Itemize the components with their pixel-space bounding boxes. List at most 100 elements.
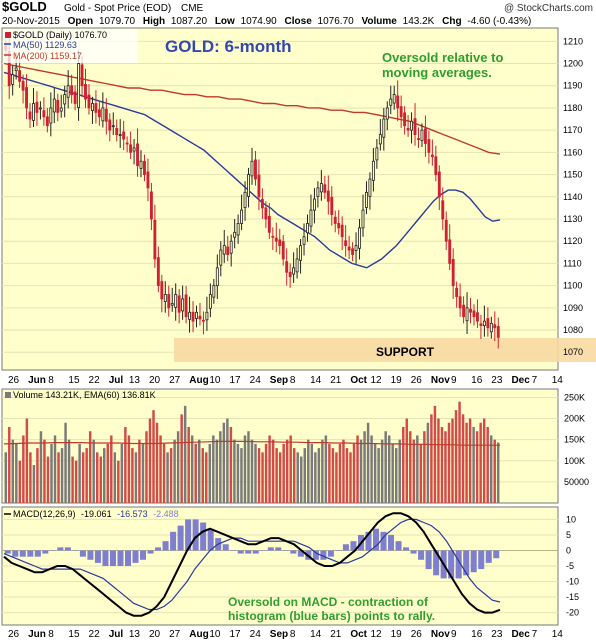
- volume-bar: [433, 405, 437, 503]
- open-label: Open: [68, 16, 94, 27]
- x-tick-label: 8: [48, 375, 54, 386]
- macd-histogram-bar: [132, 550, 139, 563]
- volume-bar: [356, 435, 359, 503]
- candle: [91, 103, 94, 112]
- volume-bar: [257, 448, 261, 503]
- volume-bar: [497, 442, 500, 503]
- candle: [136, 143, 139, 167]
- candle: [84, 84, 87, 100]
- macd-histogram-bar: [185, 519, 192, 551]
- price-y-tick: 1120: [563, 236, 582, 246]
- candle: [236, 223, 240, 236]
- candle: [153, 219, 157, 260]
- low-label: Low: [215, 16, 235, 27]
- volume-bar: [169, 448, 173, 503]
- volume-bar: [271, 439, 275, 503]
- macd-signal-line: [3, 518, 501, 611]
- x-tick-label: 15: [68, 375, 80, 386]
- candle: [278, 239, 282, 247]
- volume-bar: [64, 422, 67, 503]
- candle: [451, 259, 455, 287]
- volume-bar: [331, 448, 335, 503]
- volume-bar: [482, 418, 486, 503]
- x-tick-label: 26: [411, 629, 423, 640]
- macd-y-tick: 10: [566, 514, 576, 524]
- x-tick-label: 13: [129, 375, 141, 386]
- volume-bar: [110, 435, 113, 503]
- candle: [167, 294, 171, 309]
- candle: [423, 128, 427, 144]
- volume-bar: [300, 456, 303, 503]
- candle: [56, 99, 60, 113]
- chg-label: Chg: [442, 16, 461, 27]
- x-tick-label: Sep: [270, 375, 288, 386]
- candle: [469, 308, 472, 313]
- x-tick-label: Oct: [350, 629, 367, 640]
- candle: [149, 191, 153, 220]
- x-tick-label: Dec: [511, 375, 530, 386]
- candle: [94, 103, 98, 113]
- macd-legend-value-1: -19.061: [81, 509, 112, 519]
- volume-bar: [493, 439, 496, 503]
- legend-price-label: $GOLD (Daily) 1076.70: [13, 30, 107, 40]
- volume-bar: [468, 418, 472, 503]
- macd-histogram-bar: [49, 550, 56, 551]
- volume-bar: [391, 443, 394, 503]
- x-tick-label: 19: [391, 629, 403, 640]
- macd-histogram-bar: [297, 550, 304, 557]
- macd-histogram-bar: [147, 550, 154, 554]
- price-y-axis: 1070 1080 1090 1100 1110 1120 1130 1140 1150 1160…: [563, 36, 583, 357]
- x-tick-label: Jul: [109, 375, 124, 386]
- volume-bar: [148, 418, 152, 503]
- candle: [139, 160, 143, 169]
- x-tick-label: 20: [149, 375, 161, 386]
- macd-histogram-bar: [57, 547, 64, 551]
- candle: [188, 311, 192, 320]
- candle: [281, 241, 285, 260]
- macd-histogram-bar: [350, 541, 357, 551]
- volume-bar: [405, 418, 409, 503]
- candle: [437, 171, 441, 198]
- candle: [254, 159, 257, 180]
- volume-bar: [138, 439, 141, 503]
- open-value: 1079.70: [99, 16, 136, 27]
- volume-bar: [60, 448, 64, 503]
- candle: [66, 85, 70, 98]
- volume-bar: [282, 443, 285, 503]
- macd-histogram-bar: [124, 550, 132, 566]
- candle: [486, 318, 490, 329]
- macd-histogram-bar: [192, 519, 199, 551]
- volume-bar: [335, 452, 338, 503]
- macd-y-tick: -20: [566, 608, 579, 618]
- candle: [122, 131, 126, 140]
- volume-bar: [117, 460, 120, 503]
- volume-bar: [22, 435, 25, 503]
- price-y-tick: 1190: [563, 81, 582, 91]
- x-tick-label: Jul: [109, 629, 124, 640]
- x-tick-label: Dec: [511, 629, 530, 640]
- price-x-axis: 26 Jun 8 15 22 Jul 13 20 27 Aug 10 17 24 Sep 8 14 21 Oct 1…: [8, 375, 563, 386]
- volume-bar: [261, 452, 264, 503]
- volume-bar: [145, 431, 148, 503]
- volume-y-axis: 250K 200K 150K 100K 50000: [564, 392, 589, 486]
- x-tick-label: 12: [370, 629, 382, 640]
- candle: [333, 216, 337, 224]
- macd-histogram-bar: [245, 550, 252, 554]
- x-tick-label: Oct: [350, 375, 367, 386]
- volume-bar: [212, 435, 215, 503]
- volume-bars: [4, 401, 500, 503]
- candle: [63, 94, 67, 105]
- price-y-tick: 1090: [563, 303, 583, 313]
- volume-bar: [32, 465, 36, 503]
- macd-annotation-line-2: histogram (blue bars) points to rally.: [228, 609, 435, 623]
- candle: [465, 307, 469, 322]
- candle: [229, 240, 233, 254]
- candle: [132, 147, 136, 152]
- candle: [70, 85, 74, 96]
- macd-annotation-line-1: Oversold on MACD - contraction of: [228, 595, 429, 609]
- candle: [462, 304, 466, 318]
- candle: [482, 320, 486, 326]
- candle: [205, 311, 209, 321]
- price-panel: [1, 27, 559, 371]
- macd-histogram-bar: [282, 550, 289, 551]
